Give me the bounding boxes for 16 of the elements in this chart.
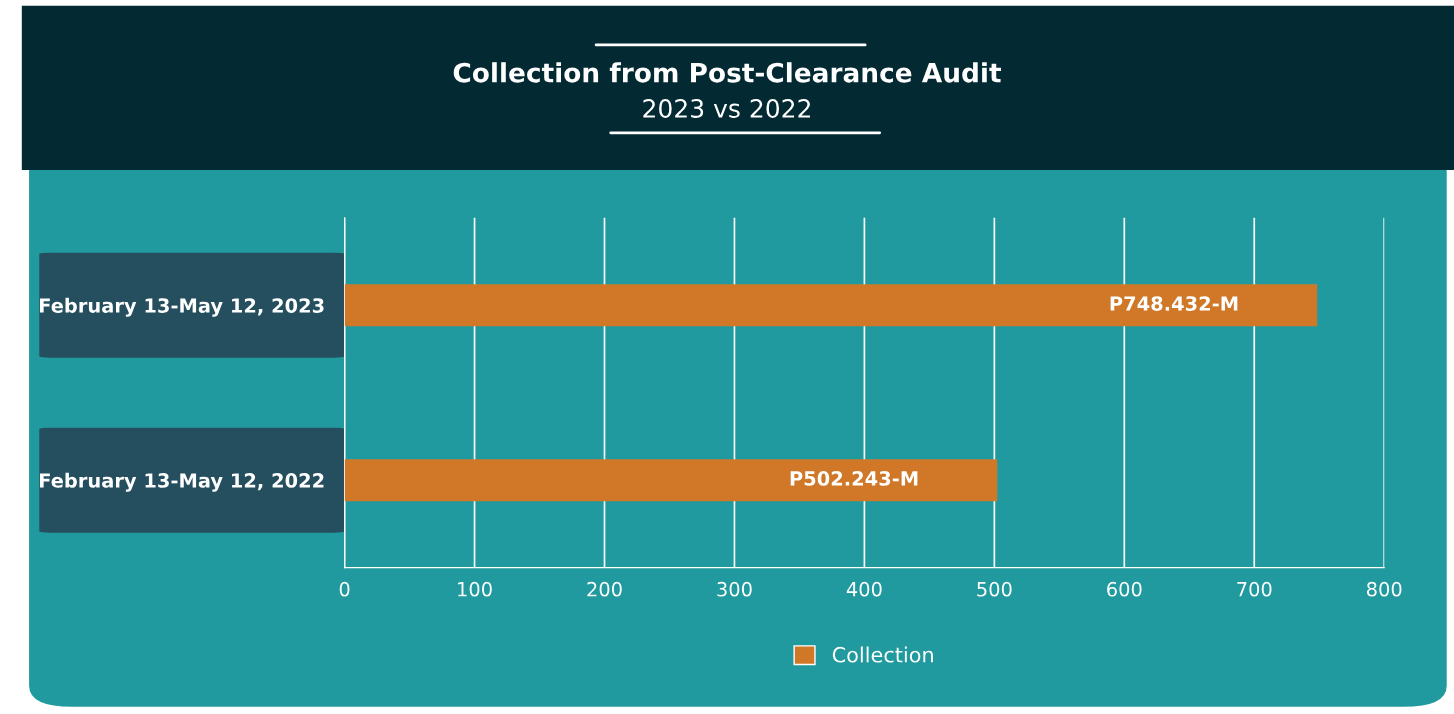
x-tick-label: 800 (1366, 581, 1402, 597)
x-tick-label: 700 (1237, 581, 1272, 597)
legend-label: Collection (832, 646, 933, 663)
x-tick-label: 500 (977, 581, 1012, 597)
y-tick-label: February 13-May 12, 2023 (39, 297, 324, 317)
chart-title: Collection from Post-Clearance Audit (453, 62, 1001, 83)
x-tick-label: 100 (458, 581, 492, 597)
x-tick-label: 300 (717, 581, 752, 597)
y-tick-label: February 13-May 12, 2022 (39, 472, 324, 492)
data-label: P748.432-M (1110, 296, 1238, 311)
x-tick-label: 0 (339, 581, 350, 597)
x-tick-label: 600 (1107, 581, 1142, 597)
data-label: P502.243-M (790, 471, 918, 486)
x-tick-label: 200 (587, 581, 622, 597)
x-tick-label: 400 (846, 581, 882, 597)
chart-subtitle: 2023 vs 2022 (643, 99, 810, 118)
